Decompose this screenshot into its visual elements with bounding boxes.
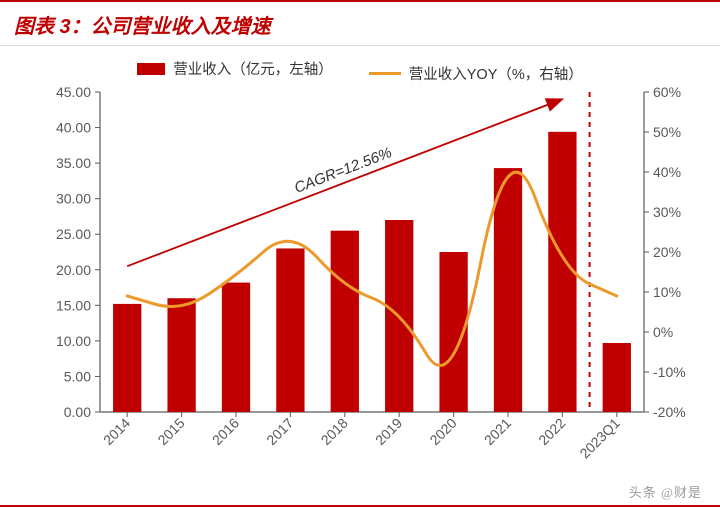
svg-text:40%: 40% bbox=[653, 164, 681, 180]
svg-text:2018: 2018 bbox=[318, 415, 351, 448]
chart-svg: 0.00 5.00 10.00 15.00 20.00 25.00 30.00 35.00 40… bbox=[42, 80, 700, 481]
svg-text:15.00: 15.00 bbox=[56, 297, 91, 313]
svg-text:2021: 2021 bbox=[481, 415, 514, 448]
svg-text:30.00: 30.00 bbox=[56, 191, 91, 207]
svg-text:-10%: -10% bbox=[653, 364, 686, 380]
svg-text:2019: 2019 bbox=[372, 415, 405, 448]
svg-text:30%: 30% bbox=[653, 204, 681, 220]
chart-title: 图表 3：公司营业收入及增速 bbox=[14, 16, 271, 38]
svg-text:60%: 60% bbox=[653, 84, 681, 100]
svg-text:0.00: 0.00 bbox=[64, 404, 91, 420]
svg-text:50%: 50% bbox=[653, 124, 681, 140]
svg-text:35.00: 35.00 bbox=[56, 155, 91, 171]
legend-label-bar: 营业收入（亿元，左轴） bbox=[173, 58, 333, 79]
legend-item-bar: 营业收入（亿元，左轴） bbox=[137, 58, 333, 79]
svg-text:2014: 2014 bbox=[100, 415, 133, 448]
svg-text:10.00: 10.00 bbox=[56, 333, 91, 349]
svg-text:45.00: 45.00 bbox=[56, 84, 91, 100]
svg-text:2022: 2022 bbox=[535, 415, 568, 448]
svg-text:0%: 0% bbox=[653, 324, 673, 340]
legend-swatch-line bbox=[369, 72, 401, 75]
title-bar: 图表 3：公司营业收入及增速 bbox=[0, 2, 720, 46]
watermark: 头条 @财是 bbox=[629, 482, 702, 501]
svg-text:5.00: 5.00 bbox=[64, 368, 91, 384]
svg-text:20.00: 20.00 bbox=[56, 262, 91, 278]
legend-swatch-bar bbox=[137, 63, 165, 75]
svg-text:2015: 2015 bbox=[154, 415, 187, 448]
svg-text:2016: 2016 bbox=[209, 415, 242, 448]
svg-text:20%: 20% bbox=[653, 244, 681, 260]
svg-text:25.00: 25.00 bbox=[56, 226, 91, 242]
svg-text:2023Q1: 2023Q1 bbox=[576, 415, 623, 462]
svg-text:2020: 2020 bbox=[426, 415, 459, 448]
svg-text:-20%: -20% bbox=[653, 404, 686, 420]
svg-text:10%: 10% bbox=[653, 284, 681, 300]
svg-text:2017: 2017 bbox=[263, 415, 296, 448]
chart-frame: 图表 3：公司营业收入及增速 营业收入（亿元，左轴） 营业收入YOY（%，右轴）… bbox=[0, 0, 720, 507]
svg-text:40.00: 40.00 bbox=[56, 120, 91, 136]
chart-area: 0.00 5.00 10.00 15.00 20.00 25.00 30.00 35.00 40… bbox=[42, 80, 700, 477]
